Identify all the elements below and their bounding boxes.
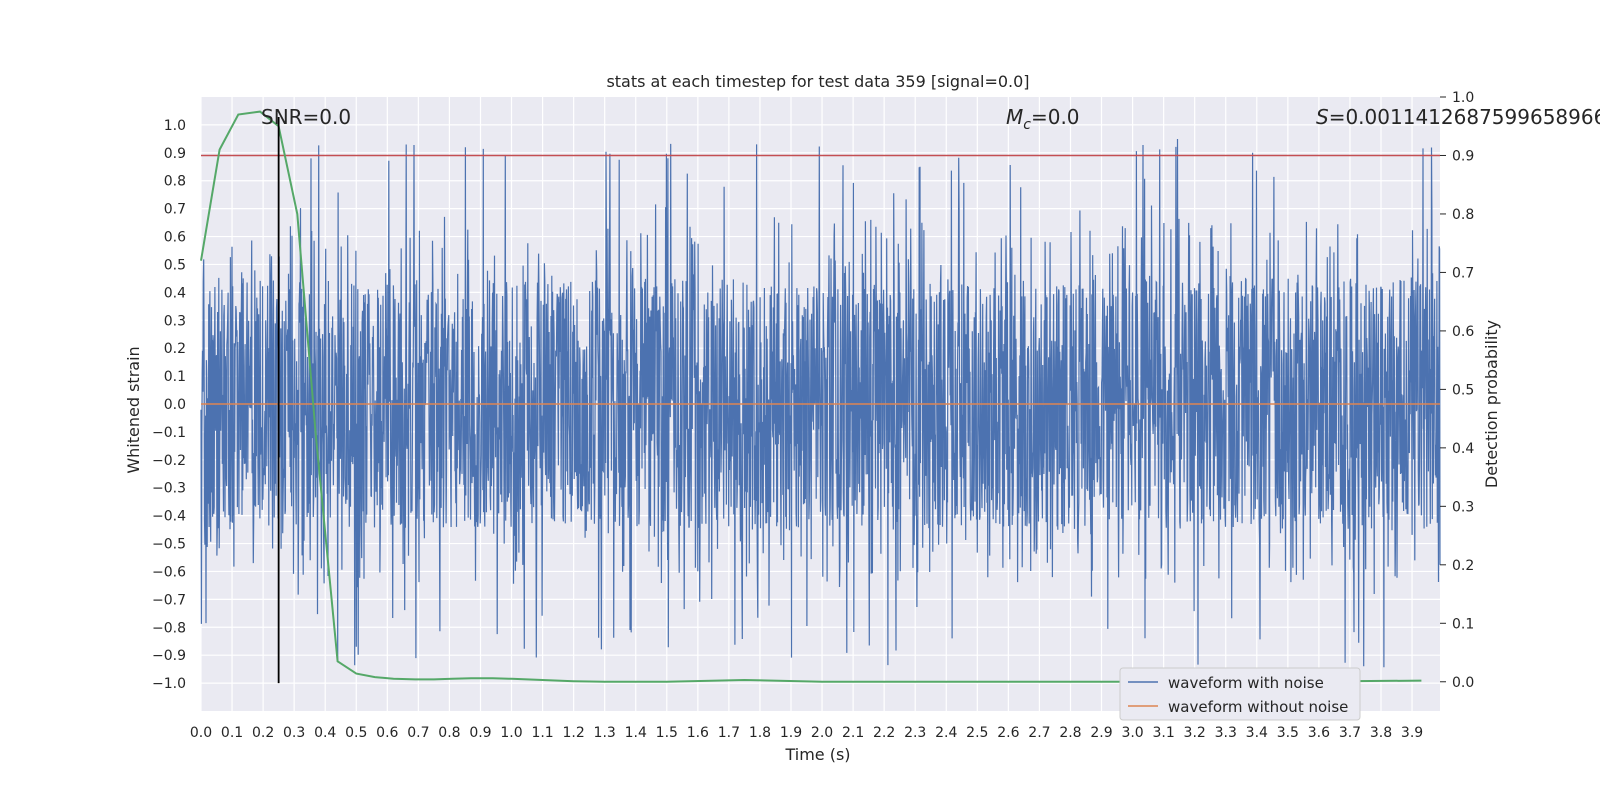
x-tick-label: 3.8 <box>1370 725 1392 741</box>
x-tick-label: 0.6 <box>376 725 398 741</box>
y2-axis-label: Detection probability <box>1482 320 1501 488</box>
x-tick-label: 2.5 <box>966 725 988 741</box>
y2-tick-label: 0.7 <box>1452 265 1474 281</box>
x-tick-label: 1.6 <box>687 725 709 741</box>
x-tick-label: 3.0 <box>1121 725 1143 741</box>
x-axis-label: Time (s) <box>784 745 850 764</box>
y-tick-label: −0.1 <box>152 425 186 441</box>
x-tick-label: 1.2 <box>562 725 584 741</box>
x-tick-label: 2.6 <box>997 725 1019 741</box>
x-tick-label: 0.1 <box>221 725 243 741</box>
legend: waveform with noise waveform without noi… <box>1119 667 1361 721</box>
chirp-mass-annotation: Mc=0.0 <box>1006 105 1080 133</box>
x-tick-label: 3.6 <box>1308 725 1330 741</box>
x-tick-label: 2.7 <box>1028 725 1050 741</box>
x-axis-ticks: 0.0 0.1 0.2 0.3 0.4 0.5 0.6 0.7 0.8 0.9 1.0 1.1 1.2 1… <box>190 725 1423 741</box>
y2-tick-label: 0.4 <box>1452 441 1474 457</box>
y-axis-label: Whitened strain <box>124 346 143 473</box>
y2-tick-label: 0.8 <box>1452 207 1474 223</box>
x-tick-label: 1.7 <box>718 725 740 741</box>
legend-label-clean: waveform without noise <box>1168 698 1348 716</box>
x-tick-label: 2.3 <box>904 725 926 741</box>
x-tick-label: 0.3 <box>283 725 305 741</box>
x-tick-label: 2.0 <box>811 725 833 741</box>
x-tick-label: 3.5 <box>1277 725 1299 741</box>
detection-probability-line <box>200 110 1422 683</box>
y2-tick-label: 0.3 <box>1452 499 1474 515</box>
waveform-with-noise-line <box>200 138 1441 668</box>
chart-title: stats at each timestep for test data 359… <box>606 72 1029 91</box>
x-tick-label: 2.1 <box>842 725 864 741</box>
y-tick-label: 0.1 <box>164 369 186 385</box>
x-tick-label: 0.8 <box>438 725 460 741</box>
legend-label-noise: waveform with noise <box>1168 674 1324 692</box>
chirp-mass-value: =0.0 <box>1031 105 1080 129</box>
waveform-with-noise-series <box>200 138 1441 668</box>
y2-tick-label: 0.9 <box>1452 148 1474 164</box>
y-tick-label: −0.7 <box>152 592 186 608</box>
s-annotation: S=0.0011412687599658966 <box>1316 105 1600 129</box>
x-tick-label: 3.2 <box>1184 725 1206 741</box>
y2-tick-label: 0.2 <box>1452 558 1474 574</box>
x-tick-label: 0.7 <box>407 725 429 741</box>
x-tick-label: 2.4 <box>935 725 957 741</box>
x-tick-label: 0.4 <box>314 725 336 741</box>
x-tick-label: 1.0 <box>500 725 522 741</box>
y-tick-label: 0.7 <box>164 202 186 218</box>
y-tick-label: −0.8 <box>152 620 186 636</box>
y-tick-label: −0.4 <box>152 509 186 525</box>
x-tick-label: 2.9 <box>1090 725 1112 741</box>
x-tick-label: 3.1 <box>1152 725 1174 741</box>
y-tick-label: 1.0 <box>164 118 186 134</box>
snr-annotation: SNR=0.0 <box>261 105 351 129</box>
y-tick-label: −0.6 <box>152 564 186 580</box>
s-value: =0.0011412687599658966 <box>1329 105 1600 129</box>
y-tick-label: −1.0 <box>152 676 186 692</box>
y-tick-label: 0.6 <box>164 230 186 246</box>
x-tick-label: 3.4 <box>1246 725 1268 741</box>
y-tick-label: −0.3 <box>152 481 186 497</box>
detection-probability-series <box>200 110 1422 683</box>
y2-tick-label: 0.6 <box>1452 324 1474 340</box>
y2-tick-label: 1.0 <box>1452 90 1474 106</box>
x-tick-label: 0.9 <box>469 725 491 741</box>
x-tick-label: 3.3 <box>1215 725 1237 741</box>
y-tick-label: 0.2 <box>164 341 186 357</box>
x-tick-label: 2.8 <box>1059 725 1081 741</box>
y2-tick-label: 0.1 <box>1452 616 1474 632</box>
x-tick-label: 1.3 <box>594 725 616 741</box>
y2-tick-label: 0.0 <box>1452 675 1474 691</box>
y-tick-label: 0.9 <box>164 146 186 162</box>
x-tick-label: 1.1 <box>531 725 553 741</box>
x-tick-label: 0.0 <box>190 725 212 741</box>
x-tick-label: 1.5 <box>656 725 678 741</box>
s-symbol: S <box>1316 105 1329 129</box>
x-tick-label: 1.9 <box>780 725 802 741</box>
y2-axis-ticks: 1.0 0.9 0.8 0.7 0.6 0.5 0.4 0.3 0.2 0.1 0.0 <box>1440 90 1474 691</box>
x-tick-label: 1.8 <box>749 725 771 741</box>
chirp-mass-symbol: M <box>1006 105 1023 129</box>
legend-box <box>1119 667 1361 721</box>
y2-tick-label: 0.5 <box>1452 382 1474 398</box>
y-tick-label: −0.5 <box>152 537 186 553</box>
y-tick-label: 0.4 <box>164 285 186 301</box>
y-axis-ticks: 1.0 0.9 0.8 0.7 0.6 0.5 0.4 0.3 0.2 0.1 0.0 −0.1 −0.… <box>152 118 186 692</box>
x-tick-label: 1.4 <box>625 725 647 741</box>
y-tick-label: −0.9 <box>152 648 186 664</box>
x-tick-label: 0.2 <box>252 725 274 741</box>
y-tick-label: 0.0 <box>164 397 186 413</box>
y-tick-label: 0.5 <box>164 257 186 273</box>
x-tick-label: 3.7 <box>1339 725 1361 741</box>
x-tick-label: 0.5 <box>345 725 367 741</box>
y-tick-label: 0.3 <box>164 313 186 329</box>
x-tick-label: 3.9 <box>1401 725 1423 741</box>
y-tick-label: 0.8 <box>164 174 186 190</box>
x-tick-label: 2.2 <box>873 725 895 741</box>
y-tick-label: −0.2 <box>152 453 186 469</box>
chirp-mass-subscript: c <box>1023 117 1031 133</box>
